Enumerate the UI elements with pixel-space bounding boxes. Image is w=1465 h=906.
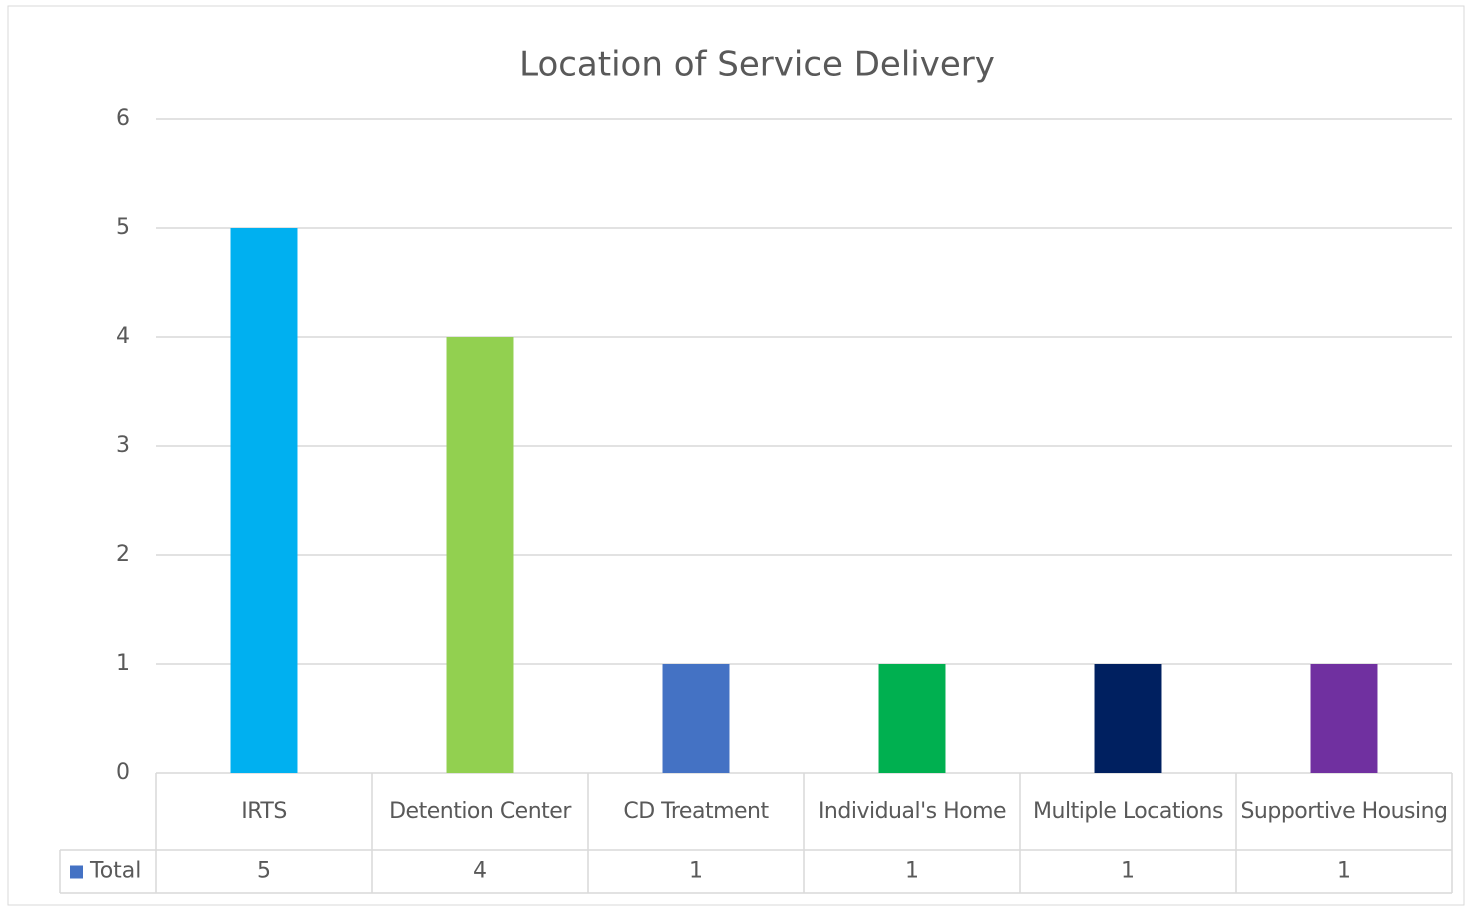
- bar: [662, 664, 730, 773]
- table-value: 1: [689, 859, 703, 884]
- bar: [1094, 664, 1162, 773]
- x-tick-label-box: Detention Center: [389, 798, 571, 824]
- x-tick-label-box: IRTS: [241, 798, 287, 824]
- bar: [446, 337, 514, 773]
- bar: [878, 664, 946, 773]
- legend-label: Total: [89, 859, 141, 884]
- x-tick-label: CD Treatment: [623, 798, 769, 824]
- y-tick-label: 5: [116, 215, 130, 240]
- table-value: 5: [257, 859, 271, 884]
- x-tick-label: Individual's Home: [817, 798, 1007, 824]
- y-tick-label: 4: [116, 324, 130, 349]
- table-value: 4: [473, 859, 487, 884]
- x-tick-label-box: Supportive Housing: [1240, 798, 1448, 824]
- x-tick-label: Multiple Locations: [1033, 798, 1223, 824]
- table-value: 1: [905, 859, 919, 884]
- y-tick-label: 0: [116, 760, 130, 785]
- chart-border: [7, 5, 1465, 906]
- chart-title: Location of Service Delivery: [519, 45, 995, 85]
- y-tick-label: 1: [116, 651, 130, 676]
- x-tick-label: Detention Center: [389, 798, 571, 824]
- table-value: 1: [1121, 859, 1135, 884]
- x-tick-label-box: CD Treatment: [623, 798, 769, 824]
- table-value: 1: [1337, 859, 1351, 884]
- x-tick-label: IRTS: [241, 798, 287, 824]
- x-tick-label: Supportive Housing: [1240, 798, 1448, 824]
- y-tick-label: 2: [116, 542, 130, 567]
- x-tick-label-box: Individual's Home: [817, 798, 1007, 824]
- y-tick-label: 3: [116, 433, 130, 458]
- legend-swatch: [70, 865, 83, 879]
- bar: [1310, 664, 1378, 773]
- bar: [230, 228, 298, 773]
- y-tick-label: 6: [116, 106, 130, 131]
- x-tick-label-box: Multiple Locations: [1033, 798, 1223, 824]
